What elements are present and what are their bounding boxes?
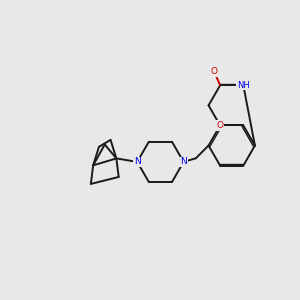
Text: N: N bbox=[180, 158, 187, 166]
Text: O: O bbox=[211, 67, 218, 76]
Text: O: O bbox=[217, 121, 224, 130]
Text: N: N bbox=[134, 158, 141, 166]
Text: NH: NH bbox=[237, 81, 250, 90]
